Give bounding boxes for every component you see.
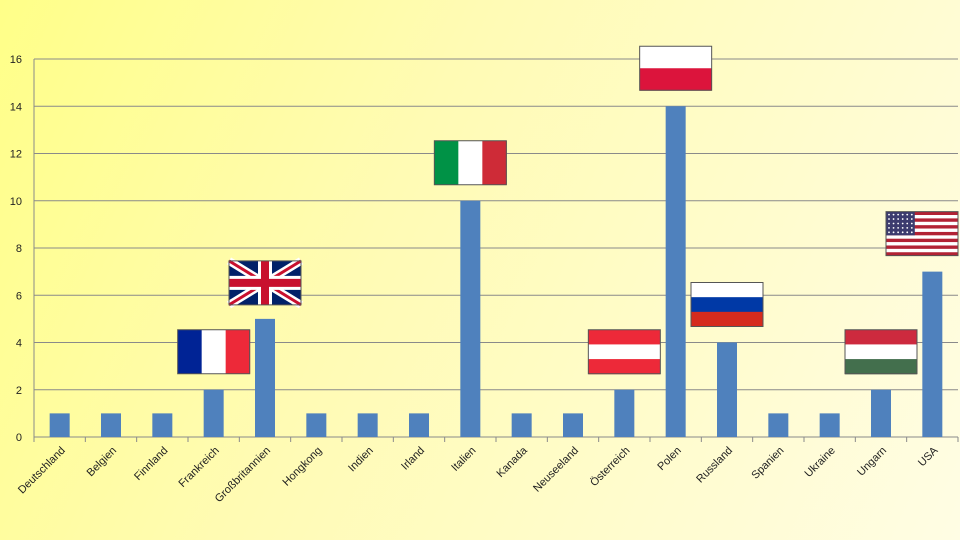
bar-ukraine <box>819 413 840 437</box>
y-tick-label: 12 <box>10 149 22 161</box>
category-label: Hongkong <box>281 445 325 489</box>
category-labels: Deutschland Belgien Finnland FrankreichGroß… <box>16 444 941 505</box>
category-label: Finnland <box>132 445 170 483</box>
bar-spanien <box>768 413 789 437</box>
bar-großbritannien <box>255 318 275 437</box>
flags <box>177 45 959 375</box>
category-label: Ukraine <box>802 445 837 480</box>
y-tick-label: 6 <box>16 290 22 302</box>
bar-kanada <box>511 413 532 437</box>
uk-flag-icon <box>226 257 304 309</box>
category-label: Irland <box>399 445 427 473</box>
category-label: USA <box>916 444 941 469</box>
bars <box>49 106 943 437</box>
gridlines <box>34 58 958 391</box>
usa-flag-icon <box>885 211 959 257</box>
bar-neuseeland <box>563 413 583 437</box>
bar-italien <box>460 200 481 437</box>
bar-frankreich <box>203 389 224 437</box>
bar-usa <box>922 271 943 437</box>
austria-flag-icon <box>587 329 661 375</box>
category-label: Neuseeland <box>531 445 581 495</box>
france-flag-icon <box>177 329 251 375</box>
y-tick-label: 14 <box>10 101 22 113</box>
bar-belgien <box>101 413 121 437</box>
category-label: Deutschland <box>16 445 68 497</box>
bar-polen <box>665 106 686 437</box>
category-label: Indien <box>346 445 376 475</box>
category-label: Russland <box>694 445 735 486</box>
y-tick-label: 10 <box>10 196 22 208</box>
russia-flag-icon <box>690 282 764 327</box>
bar-ungarn <box>871 389 891 437</box>
poland-flag-icon <box>639 45 713 91</box>
bar-russland <box>717 342 737 437</box>
bar-indien <box>357 413 378 437</box>
category-label: Polen <box>655 445 683 473</box>
y-tick-label: 0 <box>16 432 22 444</box>
category-label: Frankreich <box>177 445 222 490</box>
y-tick-label: 16 <box>10 54 22 66</box>
axes <box>33 59 959 442</box>
italy-flag-icon <box>433 140 507 186</box>
y-tick-label: 4 <box>16 338 22 350</box>
y-tick-label: 8 <box>16 243 22 255</box>
y-tick-label: 2 <box>16 385 22 397</box>
bar-österreich <box>614 389 635 437</box>
y-tick-labels: 0 2 4 6 8 10 12 14 16 <box>10 54 22 444</box>
category-label: Italien <box>449 445 478 474</box>
category-label: Österreich <box>588 445 632 489</box>
bar-irland <box>409 413 429 437</box>
category-label: Spanien <box>749 445 786 482</box>
category-label: Großbritannien <box>213 445 273 505</box>
category-label: Belgien <box>85 445 119 479</box>
category-label: Ungarn <box>855 445 889 479</box>
bar-deutschland <box>49 413 70 437</box>
bar-hongkong <box>306 413 327 437</box>
bar-finnland <box>152 413 173 437</box>
hungary-flag-icon <box>844 329 918 375</box>
category-label: Kanada <box>494 444 530 480</box>
